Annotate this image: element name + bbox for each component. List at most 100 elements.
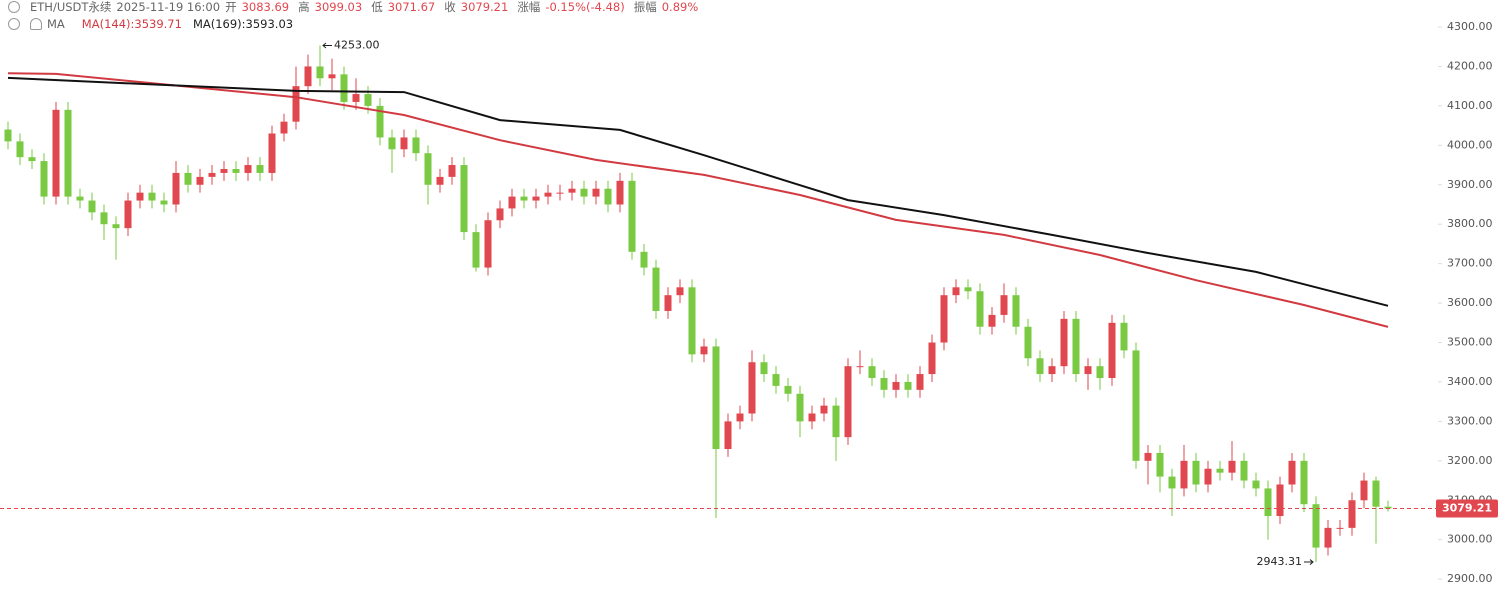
candle-body: [1288, 460, 1296, 485]
candle-body: [520, 196, 528, 201]
annotation-arrow: [1304, 559, 1314, 565]
candle-body: [604, 188, 612, 205]
candle-body: [256, 165, 264, 173]
y-tick-label: 4000.00: [1447, 138, 1493, 151]
candle-body: [40, 161, 48, 197]
candle-body: [316, 66, 324, 79]
candle-body: [100, 212, 108, 225]
candle-body: [16, 141, 24, 158]
candle-body: [856, 366, 864, 368]
candle-body: [28, 157, 36, 162]
candle-body: [1012, 295, 1020, 327]
y-tick-label: 2900.00: [1447, 572, 1493, 585]
candle-body: [772, 374, 780, 386]
candle-body: [664, 295, 672, 311]
candle-body: [904, 381, 912, 390]
candle-body: [544, 192, 552, 197]
candle-body: [1300, 460, 1308, 505]
y-tick-label: 4100.00: [1447, 99, 1493, 112]
candle-body: [676, 287, 684, 296]
candle-body: [448, 165, 456, 177]
candle-body: [1204, 468, 1212, 485]
candle-body: [1264, 488, 1272, 517]
y-tick-label: 3200.00: [1447, 454, 1493, 467]
candle-body: [460, 165, 468, 233]
candle-body: [484, 220, 492, 268]
candle-body: [1240, 460, 1248, 481]
candle-body: [1348, 500, 1356, 528]
candle-body: [640, 251, 648, 268]
candle-body: [688, 287, 696, 355]
ma-line: [7, 76, 1389, 307]
candle-body: [364, 94, 372, 106]
indicator-bar: MA MA(144):3539.71 MA(169):3593.03: [8, 17, 293, 31]
candle-body: [1312, 504, 1320, 548]
candle-body: [928, 342, 936, 375]
candle-body: [1048, 366, 1056, 375]
candle-body: [1228, 460, 1236, 473]
close-value: 3079.21: [460, 0, 509, 14]
candle-body: [760, 362, 768, 375]
high-label: 高: [298, 0, 310, 14]
candle-body: [76, 196, 84, 201]
ma-line: [7, 72, 1389, 328]
collapse-icon[interactable]: [8, 18, 20, 30]
candle-body: [508, 196, 516, 209]
candle-body: [496, 208, 504, 221]
close-label: 收: [444, 0, 456, 14]
candle-body: [376, 105, 384, 138]
candle-body: [148, 192, 156, 201]
candle-body: [280, 121, 288, 134]
candle-body: [52, 109, 60, 197]
candle-body: [1384, 506, 1392, 509]
candle-body: [220, 168, 228, 173]
candle-body: [112, 224, 120, 229]
candle-body: [844, 366, 852, 438]
candle-body: [1156, 452, 1164, 477]
change-label: 涨幅: [517, 0, 541, 14]
candle-body: [1336, 527, 1344, 529]
y-tick-label: 3300.00: [1447, 414, 1493, 427]
y-tick-label: 3700.00: [1447, 257, 1493, 270]
collapse-icon[interactable]: [8, 1, 20, 13]
candle-body: [916, 374, 924, 390]
ma-legend: MA(169):3593.03: [192, 17, 294, 31]
candle-body: [880, 378, 888, 390]
candle-body: [952, 287, 960, 296]
time: 2025-11-19 16:00: [116, 0, 221, 14]
candle-body: [340, 74, 348, 102]
candle-body: [412, 137, 420, 154]
candle-body: [568, 188, 576, 193]
candle-body: [172, 172, 180, 205]
candle-body: [784, 385, 792, 394]
candle-body: [1168, 476, 1176, 489]
y-tick-label: 3500.00: [1447, 336, 1493, 349]
candle-body: [208, 172, 216, 177]
last-price-tag: [1436, 499, 1498, 518]
candle-body: [652, 267, 660, 311]
candle-body: [628, 180, 636, 252]
candle-body: [196, 176, 204, 185]
candle-body: [304, 66, 312, 87]
candle-body: [940, 295, 948, 343]
candle-body: [1276, 484, 1284, 517]
low-annotation: 2943.31: [1257, 555, 1303, 568]
candle-body: [1000, 295, 1008, 315]
change-value: -0.15%(-4.48): [545, 0, 625, 14]
candle-body: [388, 137, 396, 150]
candle-body: [1252, 480, 1260, 489]
symbol: ETH/USDT永续: [30, 0, 112, 14]
y-tick-label: 3000.00: [1447, 533, 1493, 546]
candle-body: [268, 133, 276, 173]
alert-icon[interactable]: [30, 18, 42, 30]
ohlc-bar: ETH/USDT永续 2025-11-19 16:00 开 3083.69 高 30…: [8, 0, 702, 14]
y-tick-label: 4200.00: [1447, 59, 1493, 72]
candle-body: [1072, 318, 1080, 375]
candle-body: [796, 393, 804, 422]
open-value: 3083.69: [241, 0, 290, 14]
y-tick-label: 4300.00: [1447, 20, 1493, 33]
candle-body: [868, 366, 876, 379]
candle-body: [436, 176, 444, 185]
candle-body: [592, 188, 600, 197]
